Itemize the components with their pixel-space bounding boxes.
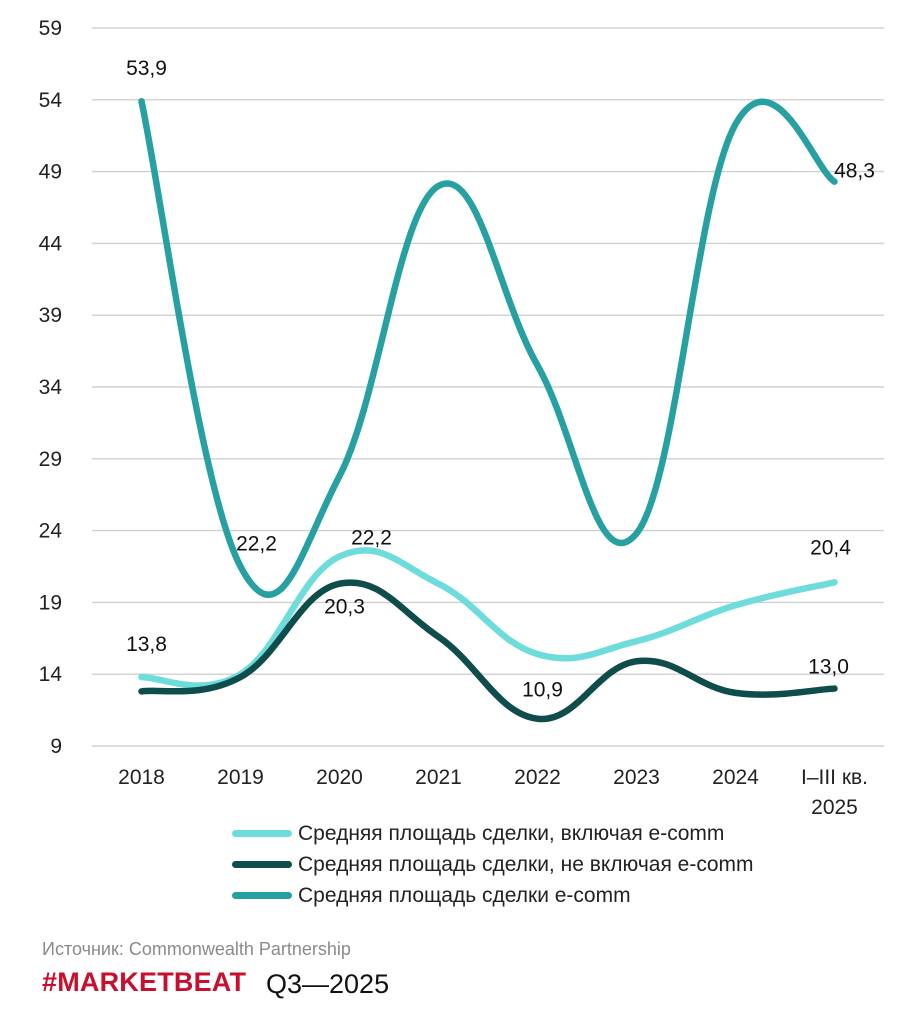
y-tick-label: 59 <box>39 17 62 40</box>
data-label-excl-ecomm: 20,3 <box>324 596 365 619</box>
report-period: Q3—2025 <box>266 969 390 999</box>
y-axis: 9 14 19 24 29 34 39 44 49 54 59 <box>39 17 63 758</box>
x-tick-label: 2019 <box>217 766 264 789</box>
y-tick-label: 54 <box>39 89 63 112</box>
y-tick-label: 44 <box>39 232 63 255</box>
legend-item-ecomm: Средняя площадь сделки e-comm <box>232 880 754 911</box>
x-tick-label: I–III кв. 2025 <box>801 766 868 819</box>
data-label-ecomm: 53,9 <box>126 57 167 80</box>
y-tick-label: 14 <box>39 663 63 686</box>
legend-swatch-incl-ecomm <box>232 830 292 837</box>
y-tick-label: 19 <box>39 591 62 614</box>
legend-label-excl-ecomm: Средняя площадь сделки, не включая e-com… <box>298 852 754 876</box>
data-label-excl-ecomm: 10,9 <box>522 679 563 702</box>
legend-label-incl-ecomm: Средняя площадь сделки, включая e-comm <box>298 821 725 845</box>
series-line-ecomm <box>138 97 838 598</box>
brand-logo-text: #MARKETBEAT <box>42 967 247 997</box>
data-label-incl-ecomm: 13,8 <box>126 633 167 656</box>
x-tick-label: 2020 <box>316 766 363 789</box>
y-tick-label: 39 <box>39 304 62 327</box>
data-labels: 53,9 22,2 48,3 13,8 22,2 20,4 20,3 10,9 13,0 <box>126 57 875 701</box>
data-label-ecomm: 48,3 <box>834 160 875 183</box>
data-label-ecomm: 22,2 <box>236 533 277 556</box>
x-tick-label: 2018 <box>118 766 165 789</box>
series-line-incl-ecomm <box>138 547 838 689</box>
legend-swatch-excl-ecomm <box>232 861 292 868</box>
x-tick-label: 2021 <box>415 766 462 789</box>
legend-item-excl-ecomm: Средняя площадь сделки, не включая e-com… <box>232 849 754 880</box>
gridlines <box>92 27 884 747</box>
y-tick-label: 24 <box>39 520 63 543</box>
source-note: Источник: Commonwealth Partnership <box>42 939 351 959</box>
legend: Средняя площадь сделки, включая e-comm С… <box>232 818 754 911</box>
y-tick-label: 34 <box>39 376 63 399</box>
x-tick-label: 2024 <box>712 766 759 789</box>
y-tick-label: 9 <box>50 735 62 758</box>
legend-label-ecomm: Средняя площадь сделки e-comm <box>298 883 631 907</box>
data-label-incl-ecomm: 22,2 <box>351 526 392 549</box>
series-lines <box>138 97 838 722</box>
series-line-excl-ecomm <box>138 579 838 722</box>
data-label-excl-ecomm: 13,0 <box>808 656 849 679</box>
y-tick-label: 29 <box>39 448 62 471</box>
data-label-incl-ecomm: 20,4 <box>810 536 851 559</box>
x-tick-label: 2023 <box>613 766 660 789</box>
x-axis: 2018 2019 2020 2021 2022 2023 2024 I–III кв. 202… <box>118 766 868 819</box>
x-tick-label: 2022 <box>514 766 561 789</box>
legend-swatch-ecomm <box>232 892 292 899</box>
y-tick-label: 49 <box>39 161 62 184</box>
legend-item-incl-ecomm: Средняя площадь сделки, включая e-comm <box>232 818 754 849</box>
